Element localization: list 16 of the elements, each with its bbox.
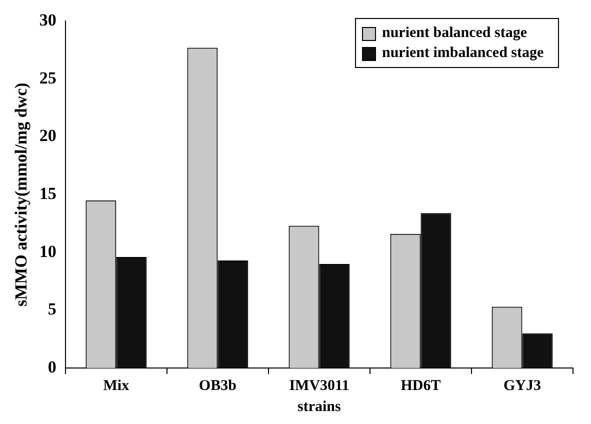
x-tick-label: HD6T	[400, 378, 441, 394]
y-tick-label: 10	[39, 242, 56, 261]
x-tick-label: GYJ3	[503, 378, 541, 394]
y-tick-label: 0	[48, 357, 56, 376]
x-tick-label: OB3b	[198, 378, 236, 394]
legend-label: nurient balanced stage	[382, 24, 528, 43]
legend-label: nurient imbalanced stage	[382, 44, 544, 63]
y-axis-title: sMMO activity(mmol/mg dwc)	[12, 82, 31, 306]
y-tick-label: 15	[39, 184, 56, 203]
y-tick-label: 5	[48, 300, 56, 319]
y-tick-label: 20	[39, 126, 56, 146]
x-tick-label: IMV3011	[289, 378, 350, 394]
x-tick-label: Mix	[103, 378, 130, 394]
y-tick-label: 30	[39, 10, 56, 30]
x-axis-title: strains	[298, 398, 342, 415]
y-tick-label: 25	[39, 68, 56, 88]
